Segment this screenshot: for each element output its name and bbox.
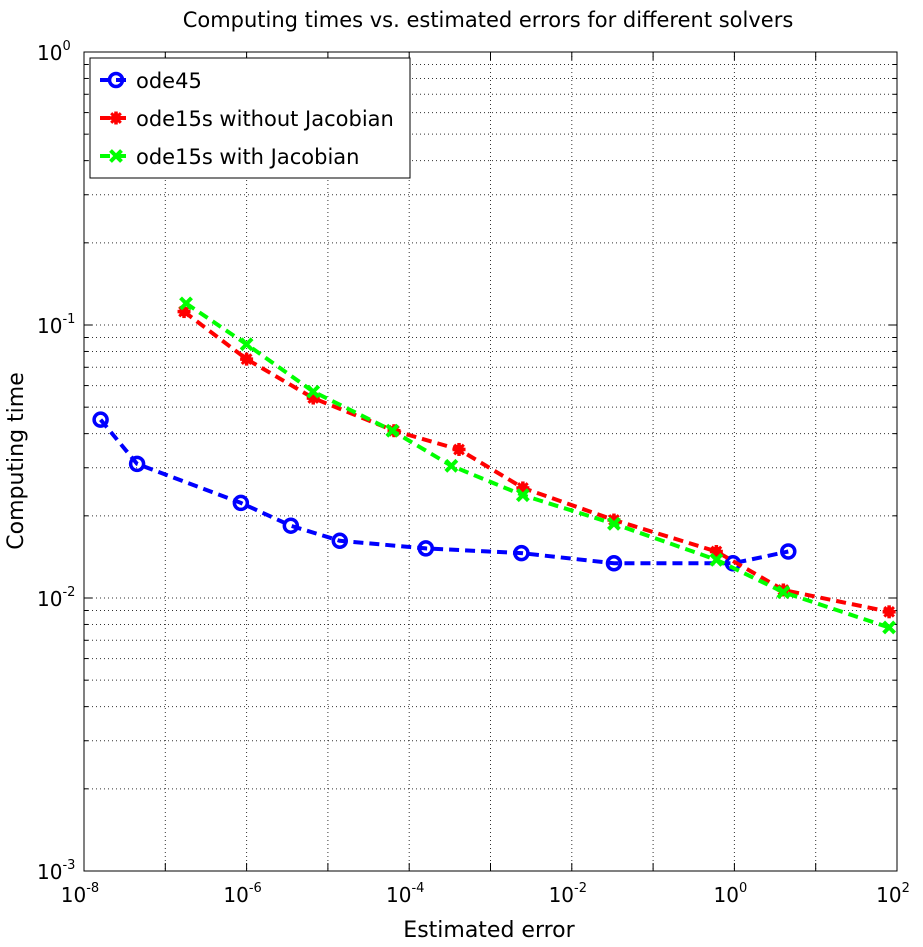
legend-entry: ode45: [100, 69, 202, 93]
legend-label: ode15s with Jacobian: [136, 145, 359, 169]
data-point: [417, 540, 435, 557]
data-point: [128, 455, 146, 473]
plot-border: [83, 51, 898, 872]
data-point: [605, 555, 623, 572]
x-axis-label: Estimated error: [403, 918, 575, 943]
y-axis-label: Computing time: [4, 372, 29, 550]
x-tick-label: 10-4: [386, 881, 424, 907]
legend-marker: [107, 71, 125, 89]
data-point: [882, 605, 896, 619]
data-point: [607, 516, 621, 531]
x-tick-label: 102: [876, 881, 910, 907]
y-tick-label: 10-3: [37, 858, 75, 884]
y-tick-label: 100: [37, 39, 71, 65]
data-point: [444, 458, 459, 473]
legend-marker: [109, 149, 123, 163]
legend-box: [89, 57, 411, 179]
x-tick-labels: 10-8 10-6 10-4 10-2 100 102: [61, 881, 910, 907]
y-tick-label: 10-2: [37, 585, 75, 611]
data-point: [282, 517, 300, 534]
data-point: [513, 544, 530, 562]
data-point: [776, 585, 791, 600]
x-tick-label: 100: [714, 881, 748, 907]
grid-lines: [84, 52, 897, 871]
data-point: [232, 494, 250, 512]
legend: ode45 ode15s without Jacobian ode15s with …: [89, 57, 411, 179]
data-point: [385, 423, 400, 438]
legend-label: ode45: [136, 69, 202, 93]
data-point: [92, 411, 109, 428]
data-point: [179, 296, 193, 311]
data-point: [331, 532, 349, 550]
chart-title: Computing times vs. estimated errors for…: [183, 8, 794, 32]
series-ode15s-with-jacobian: [179, 296, 897, 635]
series-line: [182, 310, 890, 614]
series-ode45: [92, 411, 797, 572]
data-point: [240, 352, 254, 366]
x-tick-label: 10-6: [223, 881, 261, 907]
legend-entry: ode15s without Jacobian: [100, 107, 394, 131]
data-point: [882, 620, 897, 635]
legend-marker: [109, 111, 123, 125]
data-series: [92, 296, 897, 635]
data-point: [306, 384, 321, 399]
legend-label: ode15s without Jacobian: [136, 107, 394, 131]
data-point: [452, 442, 466, 456]
data-point: [239, 337, 254, 352]
x-tick-label: 10-8: [61, 881, 99, 907]
x-tick-label: 10-2: [549, 881, 587, 907]
data-point: [177, 305, 191, 319]
legend-entry: ode15s with Jacobian: [100, 145, 359, 169]
y-tick-label: 10-1: [37, 312, 75, 338]
series-line: [184, 301, 890, 630]
y-tick-labels: 10-3 10-2 10-1 100: [37, 39, 75, 884]
series-line: [99, 418, 789, 566]
data-point: [515, 488, 530, 503]
data-point: [780, 543, 797, 560]
data-point: [709, 552, 724, 567]
